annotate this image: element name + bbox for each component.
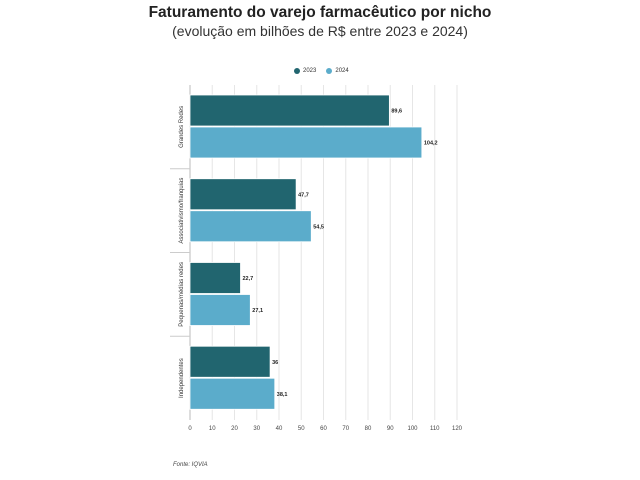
category-label: Pequenas/médias redes [179,262,185,327]
x-tick-label: 80 [365,426,372,432]
chart-subtitle: (evolução em bilhões de R$ entre 2023 e … [172,23,468,39]
x-tick-label: 40 [276,426,283,432]
x-tick-label: 0 [188,426,192,432]
data-label: 38,1 [277,392,288,398]
x-tick-label: 30 [253,426,260,432]
bar-2024 [189,210,312,243]
x-tick-label: 50 [298,426,305,432]
x-tick-label: 70 [342,426,349,432]
x-tick-label: 110 [430,426,440,432]
source-note: Fonte: IQVIA [173,462,208,468]
bar-2024 [189,126,423,159]
data-label: 89,6 [391,109,402,115]
data-label: 104,2 [424,141,438,147]
legend-swatch-2024 [326,68,333,74]
legend-label-2023: 2023 [303,68,317,74]
legend-label-2024: 2024 [335,68,349,74]
x-tick-label: 20 [231,426,238,432]
bar-2023 [189,262,241,294]
data-label: 27,1 [252,308,263,314]
legend-item-2024: 2024 [326,68,349,74]
bar-2024 [189,377,276,410]
data-label: 47,7 [298,192,309,198]
legend-swatch-2023 [294,68,300,74]
x-tick-label: 120 [452,426,463,432]
data-label: 36 [272,360,278,366]
data-label: 54,5 [313,224,324,230]
category-label: Independentes [179,358,185,398]
x-tick-label: 100 [407,426,418,432]
bar-2023 [189,178,297,211]
chart-title: Faturamento do varejo farmacêutico por n… [148,4,492,21]
bar-2024 [189,294,251,326]
data-label: 22,7 [243,276,254,282]
category-label: Grandes Redes [179,106,185,148]
category-label: Associativismo/franquias [179,178,185,244]
x-tick-label: 10 [209,426,216,432]
legend: 2023 2024 [294,68,349,74]
legend-item-2023: 2023 [294,68,316,74]
bar-2023 [189,94,390,127]
x-tick-label: 60 [320,426,327,432]
x-tick-label: 90 [387,426,394,432]
bar-2023 [189,345,271,378]
